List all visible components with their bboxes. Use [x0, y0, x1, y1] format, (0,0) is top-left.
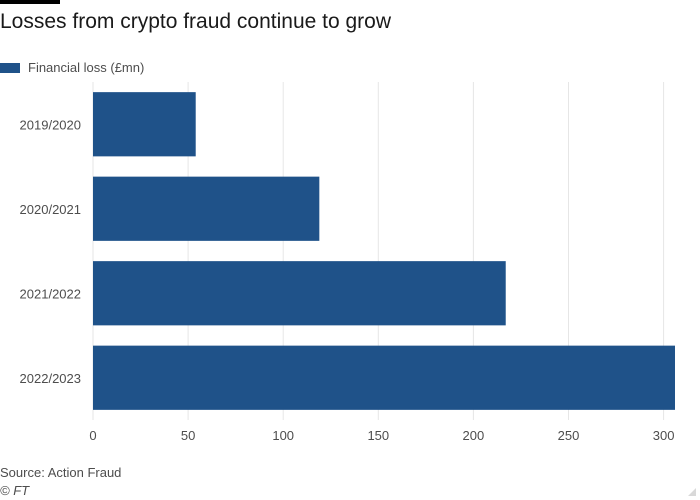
chart-title: Losses from crypto fraud continue to gro…: [0, 10, 392, 33]
bar: [93, 92, 196, 157]
y-category-label: 2022/2023: [20, 371, 81, 386]
x-tick-label: 200: [463, 428, 485, 443]
y-category-label: 2021/2022: [20, 286, 81, 301]
legend-swatch: [0, 62, 20, 73]
bar-chart: 0 50 100 150 200 250 300 2019/2020 2020/2021 2021…: [20, 82, 675, 443]
y-category-label: 2020/2021: [20, 202, 81, 217]
x-tick-label: 150: [367, 428, 389, 443]
bar: [93, 261, 506, 326]
bar: [93, 176, 320, 241]
x-tick-label: 0: [89, 428, 96, 443]
copyright-note: © FT: [0, 483, 30, 498]
x-tick-label: 300: [653, 428, 675, 443]
corner-mark: [688, 488, 696, 496]
x-tick-label: 50: [181, 428, 195, 443]
y-category-label: 2019/2020: [20, 117, 81, 132]
bar: [93, 345, 675, 410]
legend: Financial loss (£mn): [0, 60, 144, 75]
brand-bar: [0, 0, 60, 4]
source-note: Source: Action Fraud: [0, 465, 122, 480]
x-tick-label: 250: [558, 428, 580, 443]
legend-label: Financial loss (£mn): [28, 60, 145, 75]
x-tick-label: 100: [272, 428, 294, 443]
